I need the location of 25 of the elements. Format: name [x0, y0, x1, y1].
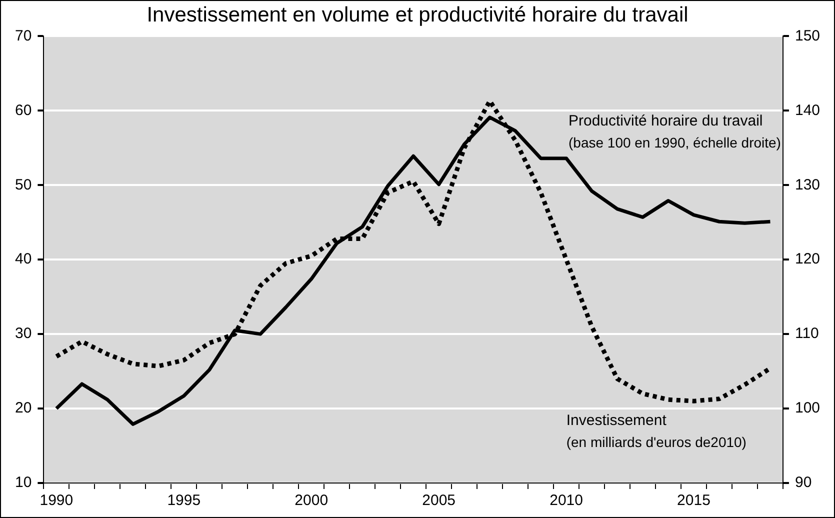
series-label: Productivité horaire du travail: [568, 112, 763, 130]
y2-tick-label: 150: [794, 27, 820, 44]
series-label: Investissement: [566, 412, 668, 429]
y-tick-label: 10: [14, 474, 32, 492]
y2-tick-label: 90: [794, 474, 812, 492]
x-tick-label: 1990: [40, 492, 74, 510]
y2-tick-label: 120: [794, 250, 820, 268]
y-tick-label: 70: [14, 27, 32, 44]
y-tick-label: 40: [14, 250, 32, 268]
y2-tick-label: 140: [794, 102, 820, 119]
chart-title: Investissement en volume et productivité horaire du travail: [146, 3, 688, 26]
y-tick-label: 30: [14, 325, 32, 342]
annotation: (base 100 en 1990, échelle droite): [568, 134, 781, 151]
y2-tick-label: 110: [794, 325, 819, 342]
x-tick-label: 2005: [422, 492, 456, 510]
x-tick-label: 2010: [550, 492, 583, 510]
x-tick-label: 2000: [294, 492, 328, 510]
x-tick-label: 1995: [167, 492, 201, 510]
y-tick-label: 20: [14, 400, 32, 417]
y-tick-label: 60: [14, 102, 32, 119]
x-tick-label: 2015: [677, 492, 710, 510]
y-tick-label: 50: [14, 176, 32, 194]
annotation: (en milliards d'euros de2010): [566, 434, 746, 450]
y2-tick-label: 130: [794, 176, 820, 194]
y2-tick-label: 100: [794, 400, 820, 417]
